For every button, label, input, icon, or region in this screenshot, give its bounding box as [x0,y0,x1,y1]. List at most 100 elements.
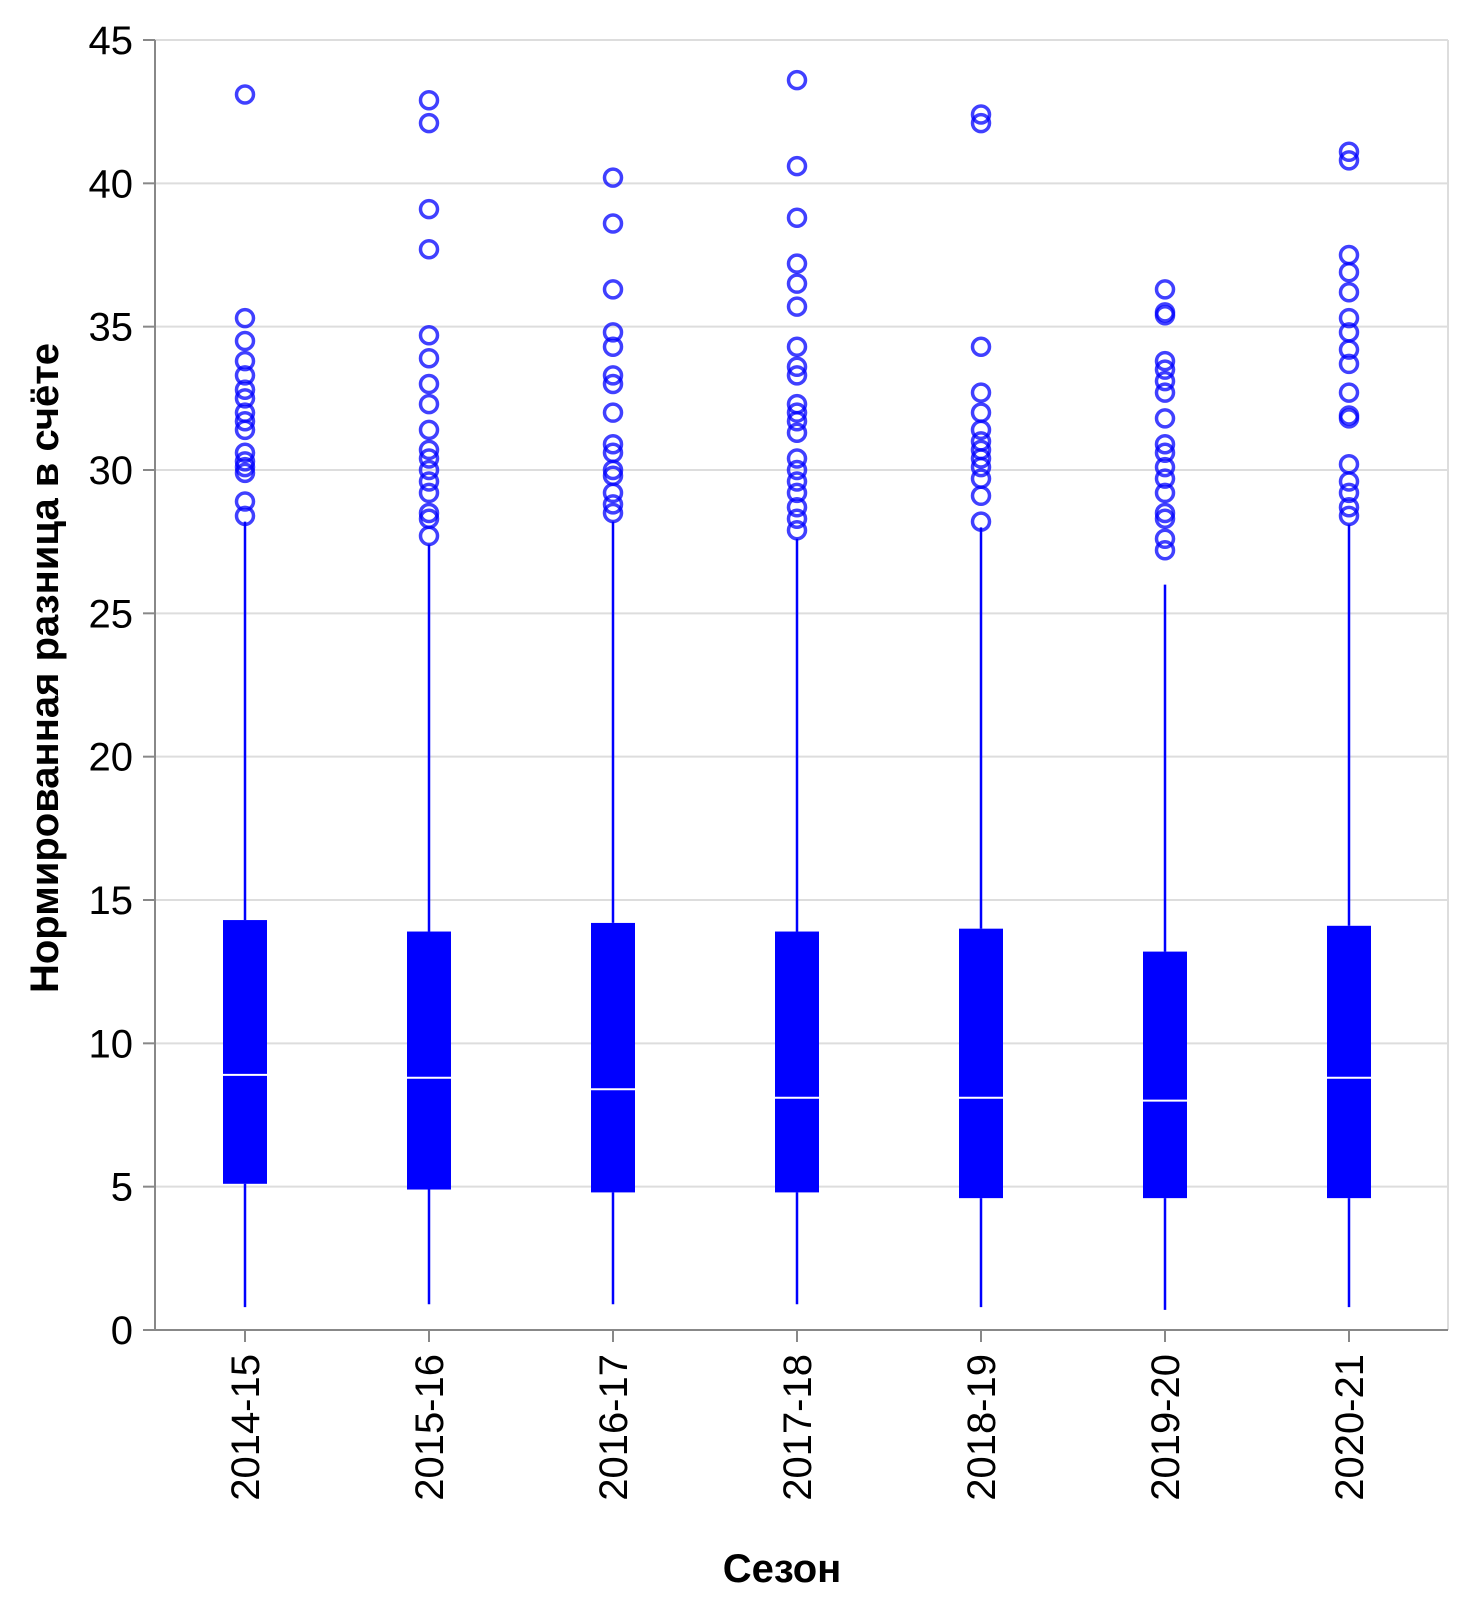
outlier-point [418,373,440,395]
outlier-point [1338,482,1360,504]
x-tick-label-2019-20: 2019-20 [1144,1354,1188,1501]
outlier-point [786,448,808,469]
outlier-point [1154,468,1176,489]
x-tick-label-2014-15: 2014-15 [224,1354,268,1501]
outlier-point [234,411,256,432]
outlier-point [786,482,808,504]
outlier-point [418,325,440,346]
iqr-box [1327,925,1371,1199]
outlier-point [234,456,256,478]
outlier-point [418,508,440,529]
outlier-point [234,330,256,352]
outlier-point [602,482,624,504]
outlier-point [970,112,992,134]
outlier-point [1338,141,1360,163]
outlier-point [602,433,624,455]
y-axis: 0 5 10 15 20 25 30 35 40 45 [89,19,156,1353]
outlier-point [786,497,808,518]
outlier-point [786,253,808,274]
outlier-point [786,296,808,317]
iqr-box [591,922,635,1193]
outlier-point [418,525,440,547]
outlier-point [1338,261,1360,283]
outlier-point [1154,370,1176,392]
outlier-point [786,155,808,177]
box-2014-15 [223,84,267,1308]
outlier-point [602,494,624,515]
outlier-point [1154,482,1176,504]
outlier-point [602,167,624,188]
outlier-point [1154,408,1176,429]
outlier-point [602,336,624,357]
y-tick-label-0: 0 [111,1309,133,1353]
outlier-point [418,239,440,260]
outlier-point [786,365,808,386]
outlier-point [970,485,992,507]
outlier-point [1338,353,1360,375]
y-tick-label-20: 20 [89,736,134,780]
outlier-point [418,198,440,220]
outlier-point [418,439,440,461]
outlier-point [418,502,440,524]
outlier-point [1154,528,1176,550]
outlier-point [234,402,256,423]
outlier-point [786,471,808,492]
y-tick-label-45: 45 [89,19,134,63]
iqr-box [775,931,819,1193]
y-tick-label-10: 10 [89,1022,134,1066]
outlier-point [1338,505,1360,527]
x-tick-label-2016-17: 2016-17 [592,1354,636,1501]
y-tick-label-35: 35 [89,306,134,350]
outlier-point [602,402,624,423]
outlier-point [970,511,992,532]
y-tick-label-5: 5 [111,1166,133,1210]
outlier-point [1154,508,1176,529]
outlier-point [786,69,808,91]
outlier-point [1154,540,1176,561]
outlier-point [786,459,808,481]
outlier-point [418,482,440,504]
outlier-point [1338,322,1360,343]
outlier-point [418,448,440,469]
outlier-point [1338,405,1360,426]
iqr-box [407,931,451,1190]
outlier-point [418,471,440,492]
outlier-point [602,502,624,524]
outlier-point [234,442,256,464]
outlier-point [786,508,808,529]
box-2015-16 [407,89,451,1305]
outlier-point [786,402,808,423]
outlier-point [602,465,624,486]
outlier-point [234,350,256,372]
x-tick-label-2018-19: 2018-19 [960,1354,1004,1501]
y-tick-label-15: 15 [89,879,134,923]
outlier-point [1154,350,1176,372]
outlier-point [602,442,624,464]
outlier-point [970,382,992,403]
outlier-point [786,519,808,541]
outlier-point [970,336,992,357]
outlier-point [970,104,992,125]
outlier-point [1154,502,1176,524]
outlier-point [418,393,440,415]
y-tick-label-40: 40 [89,162,134,206]
outlier-point [1154,433,1176,455]
outlier-point [234,505,256,527]
outlier-point [418,419,440,441]
iqr-box [959,928,1003,1199]
outlier-point [602,213,624,234]
y-tick-label-25: 25 [89,592,134,636]
outlier-point [970,419,992,441]
outlier-point [1154,279,1176,300]
outlier-point [602,322,624,343]
outlier-point [234,307,256,329]
x-tick-label-2020-21: 2020-21 [1328,1354,1372,1501]
outlier-point [602,365,624,386]
box-2017-18 [775,69,819,1305]
outlier-point [234,84,256,105]
outlier-point [1338,454,1360,475]
outlier-point [786,273,808,294]
outlier-point [234,379,256,400]
box-2020-21 [1327,141,1371,1308]
